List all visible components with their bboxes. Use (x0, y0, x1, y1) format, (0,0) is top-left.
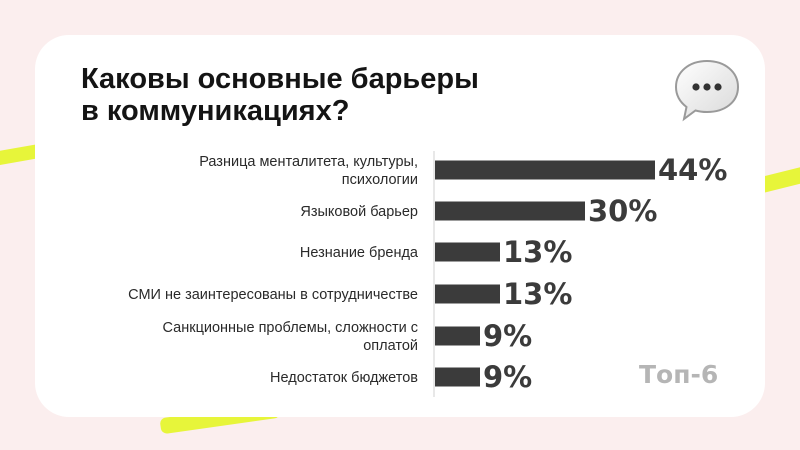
bar-value-label-6: 9% (483, 360, 532, 394)
category-label-2: Языковой барьер (300, 204, 418, 220)
chart-card: Каковы основные барьеры в коммуникациях?… (35, 35, 765, 417)
category-label-6: Недостаток бюджетов (270, 370, 418, 386)
bar-5 (435, 326, 480, 346)
bar-value-label-3: 13% (503, 235, 572, 269)
category-label-5-line-1: Санкционные проблемы, сложности с (163, 320, 418, 336)
category-label-5-line-2: оплатой (363, 338, 418, 354)
bar-4 (435, 284, 500, 304)
bar-1 (435, 160, 655, 180)
bar-value-label-5: 9% (483, 319, 532, 353)
bar-2 (435, 201, 585, 221)
category-label-1-line-2: психологии (342, 172, 418, 188)
bar-3 (435, 242, 500, 262)
chart-title-line-1: Каковы основные барьеры (81, 63, 479, 95)
speech-bubble-icon (674, 59, 740, 122)
top-badge: Топ-6 (639, 360, 719, 389)
category-label-1-line-1: Разница менталитета, культуры, (199, 154, 418, 170)
bars-layer: 44% Разница менталитета, культуры, психоло… (128, 153, 727, 394)
chart-title: Каковы основные барьеры в коммуникациях? (81, 63, 601, 127)
bar-6 (435, 367, 480, 387)
chart-title-line-2: в коммуникациях? (81, 95, 350, 127)
bar-value-label-1: 44% (658, 153, 727, 187)
bar-value-label-2: 30% (588, 194, 657, 228)
bar-chart: 44% Разница менталитета, культуры, психоло… (128, 151, 727, 397)
bar-value-label-4: 13% (503, 277, 572, 311)
category-label-3: Незнание бренда (300, 245, 419, 261)
category-label-4: СМИ не заинтересованы в сотрудничестве (128, 287, 418, 303)
